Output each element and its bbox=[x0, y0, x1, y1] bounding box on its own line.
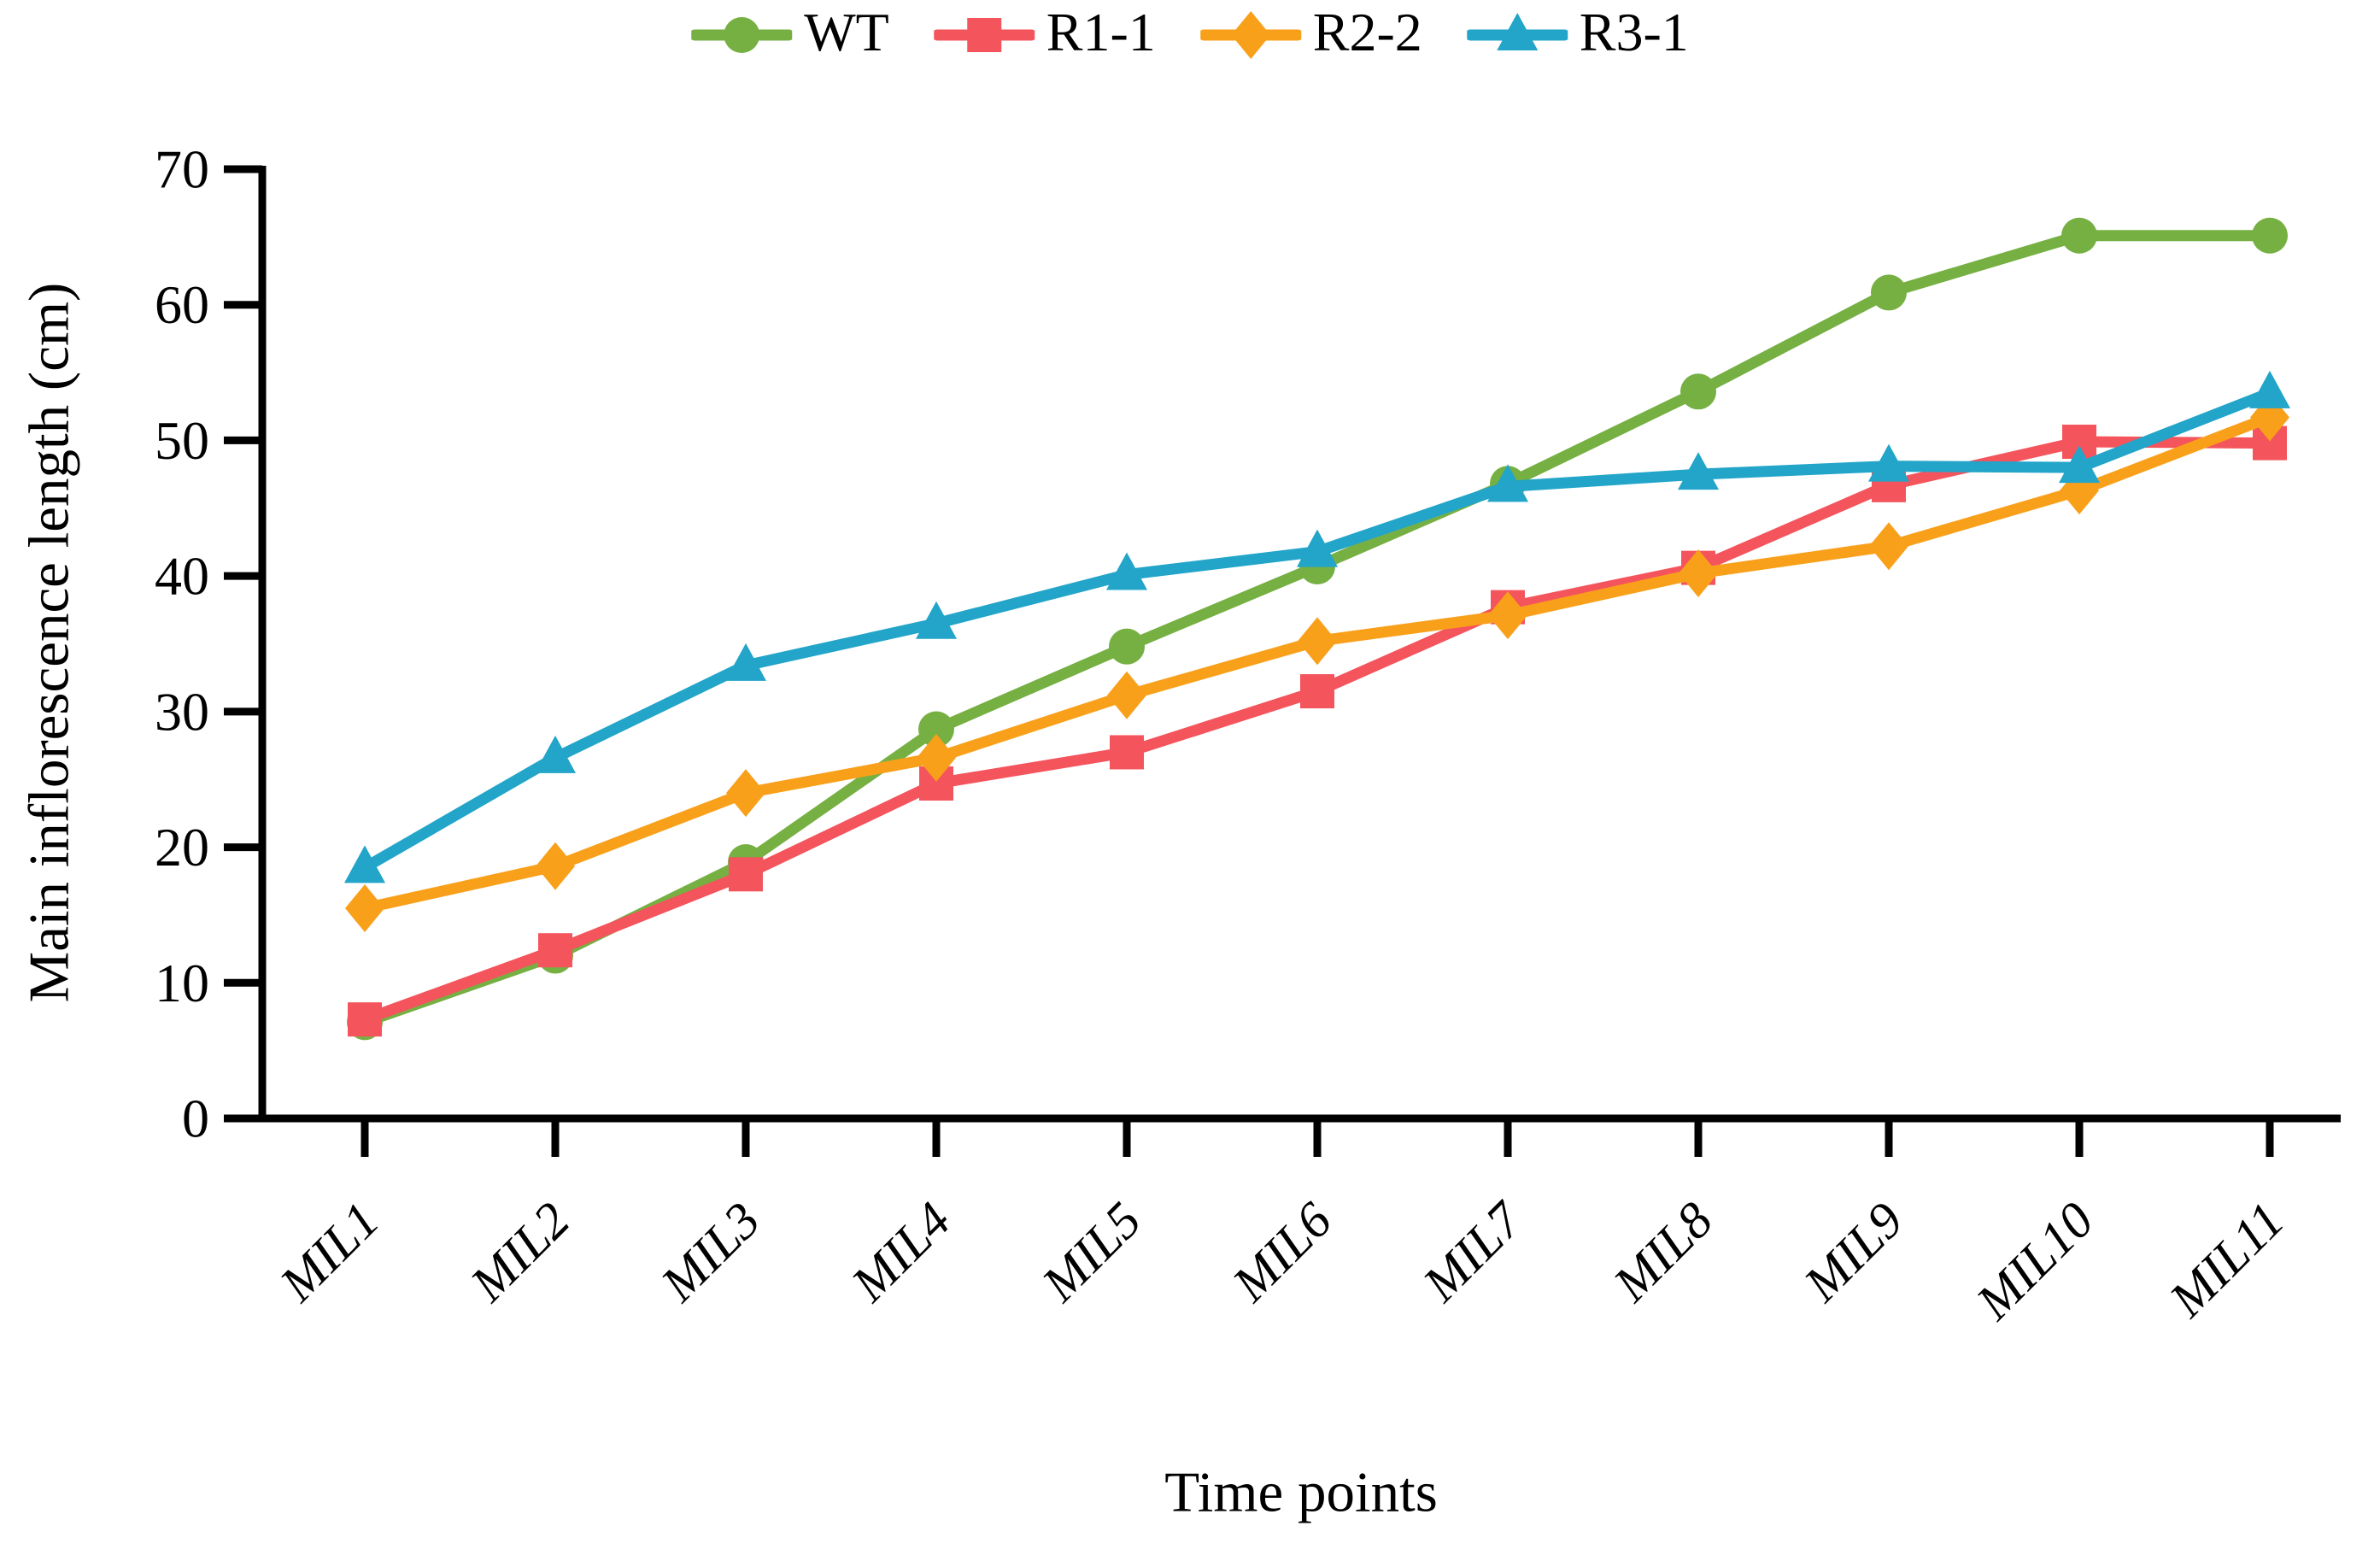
series-R3-1-marker-MIL1 bbox=[344, 845, 385, 883]
series-R1-1-marker-MIL1 bbox=[348, 1002, 382, 1037]
x-tick-label: MIL5 bbox=[1031, 1192, 1152, 1313]
series-R3-1-marker-MIL10 bbox=[2059, 445, 2100, 484]
series-R1-1-marker-MIL3 bbox=[729, 857, 763, 892]
series-WT-marker-MIL9 bbox=[1871, 274, 1907, 311]
legend-diamond-icon bbox=[1199, 11, 1301, 59]
series-R2-2-marker-MIL4 bbox=[917, 733, 956, 782]
x-tick-label: MIL9 bbox=[1793, 1192, 1914, 1313]
legend-item-WT: WT bbox=[691, 5, 889, 65]
series-R2-2 bbox=[345, 393, 2289, 932]
series-R3-1 bbox=[344, 370, 2290, 883]
y-tick-label: 60 bbox=[155, 274, 209, 335]
series-WT-marker-MIL8 bbox=[1680, 373, 1716, 410]
series-R2-2-marker-MIL6 bbox=[1298, 617, 1337, 666]
legend-R3-1-marker bbox=[1496, 13, 1538, 50]
x-axis-title: Time points bbox=[1164, 1460, 1438, 1524]
series-R3-1-marker-MIL5 bbox=[1106, 552, 1147, 590]
x-tick-label: MIL8 bbox=[1603, 1192, 1724, 1313]
x-tick-label: MIL1 bbox=[269, 1192, 390, 1313]
x-tick-label: MIL10 bbox=[1965, 1192, 2104, 1331]
y-tick-label: 10 bbox=[155, 953, 209, 1013]
series-R1-1-line bbox=[359, 436, 2276, 1025]
series-R3-1-marker-MIL3 bbox=[725, 643, 766, 681]
series-R1-1-marker-MIL6 bbox=[1300, 674, 1334, 709]
legend-label-R1-1: R1-1 bbox=[1046, 2, 1156, 62]
series-R3-1-marker-MIL11 bbox=[2249, 370, 2290, 408]
series-R3-1-marker-MIL6 bbox=[1297, 529, 1338, 567]
legend-label-R2-2: R2-2 bbox=[1312, 2, 1422, 62]
x-tick-label: MIL2 bbox=[460, 1192, 581, 1313]
series-R2-2-marker-MIL8 bbox=[1679, 549, 1718, 597]
series-WT-marker-MIL11 bbox=[2252, 217, 2288, 254]
legend-WT-marker bbox=[724, 17, 760, 53]
y-tick-label: 20 bbox=[155, 817, 209, 877]
series-R2-2-marker-MIL9 bbox=[1869, 522, 1908, 571]
legend-R2-2-marker bbox=[1230, 11, 1270, 59]
legend-square-icon bbox=[933, 18, 1035, 52]
y-tick-label: 40 bbox=[155, 546, 209, 607]
series-R3-1-marker-MIL4 bbox=[916, 601, 957, 639]
series-R2-2-marker-MIL2 bbox=[536, 842, 575, 890]
legend-triangle-icon bbox=[1466, 13, 1568, 50]
y-tick-label: 0 bbox=[182, 1089, 209, 1149]
y-tick-label: 70 bbox=[155, 139, 209, 200]
series-R3-1-marker-MIL8 bbox=[1678, 452, 1719, 490]
series-R1-1-marker-MIL2 bbox=[538, 933, 572, 968]
legend-item-R1-1: R1-1 bbox=[933, 2, 1156, 65]
y-axis-title: Main inflorescence length (cm) bbox=[17, 282, 81, 1003]
legend-R1-1-marker bbox=[966, 18, 1001, 52]
x-tick-label: MIL6 bbox=[1222, 1192, 1343, 1313]
series-WT-marker-MIL5 bbox=[1109, 628, 1145, 665]
y-tick-label: 30 bbox=[155, 681, 209, 742]
series-R2-2-marker-MIL3 bbox=[726, 769, 765, 818]
series-R3-1-marker-MIL9 bbox=[1868, 443, 1909, 482]
x-tick-group: MIL1 MIL2 MIL3 MIL4 MIL5 MIL6 MIL7 MIL8 MIL9 MIL1… bbox=[269, 1118, 2295, 1330]
legend-label-WT: WT bbox=[804, 2, 889, 62]
series-R3-1-marker-MIL7 bbox=[1487, 464, 1528, 502]
series-R2-2-marker-MIL1 bbox=[345, 883, 384, 932]
series-WT-marker-MIL4 bbox=[918, 711, 954, 748]
chart-legend: WT R1-1 R2-2 R3-1 bbox=[691, 5, 1689, 65]
x-tick-label: MIL4 bbox=[841, 1192, 962, 1313]
series-R1-1-marker-MIL5 bbox=[1110, 735, 1144, 770]
series-R3-1-marker-MIL2 bbox=[535, 735, 576, 773]
legend-item-R3-1: R3-1 bbox=[1466, 2, 1689, 65]
legend-item-R2-2: R2-2 bbox=[1199, 2, 1422, 65]
series-WT-marker-MIL10 bbox=[2061, 217, 2097, 254]
x-tick-label: MIL11 bbox=[2158, 1192, 2295, 1329]
series-R2-2-marker-MIL7 bbox=[1488, 591, 1527, 640]
x-tick-label: MIL3 bbox=[650, 1192, 771, 1313]
series-R2-2-marker-MIL5 bbox=[1107, 671, 1146, 719]
legend-label-R3-1: R3-1 bbox=[1579, 2, 1689, 62]
x-tick-label: MIL7 bbox=[1412, 1189, 1535, 1312]
y-tick-group: 0 10 20 30 40 50 60 70 bbox=[155, 139, 262, 1149]
axes bbox=[258, 166, 2341, 1123]
legend-circle-icon bbox=[691, 17, 793, 53]
y-tick-label: 50 bbox=[155, 410, 209, 471]
